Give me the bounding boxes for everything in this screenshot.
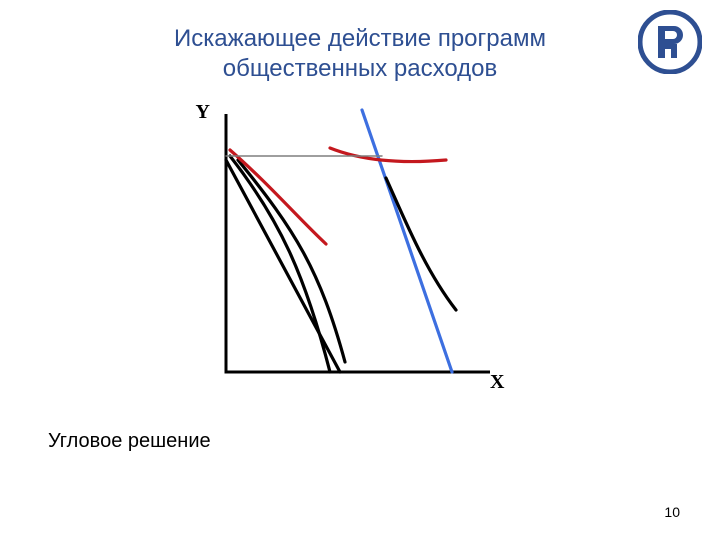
chart-svg: YX	[190, 100, 510, 400]
logo	[638, 10, 702, 79]
axes	[226, 114, 490, 372]
indiff-1	[230, 156, 330, 372]
y-axis-label: Y	[196, 101, 211, 123]
x-axis-label: X	[490, 371, 505, 393]
budget-line-2	[362, 110, 452, 372]
economics-chart: YX	[190, 100, 510, 405]
slide-title-line2: общественных расходов	[0, 54, 720, 84]
indiff-upper-red	[330, 148, 446, 162]
slide-title: Искажающее действие программ общественны…	[0, 24, 720, 84]
slide-title-line1: Искажающее действие программ	[0, 24, 720, 54]
logo-icon	[638, 10, 702, 74]
page-number: 10	[664, 504, 680, 520]
caption: Угловое решение	[48, 430, 211, 453]
indiff-3	[386, 178, 456, 310]
